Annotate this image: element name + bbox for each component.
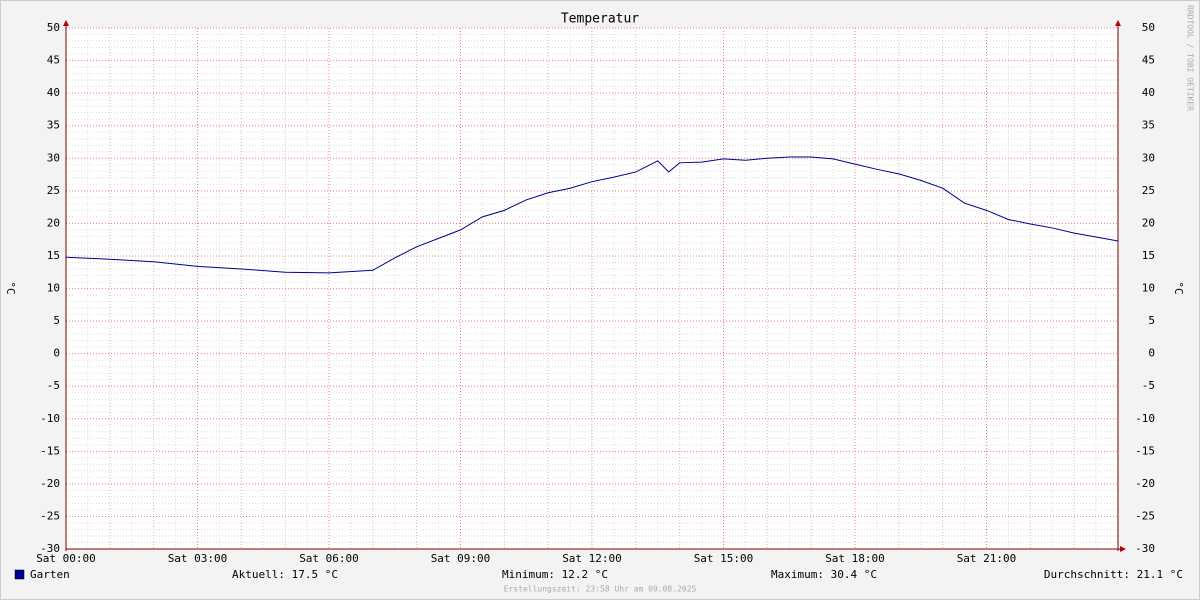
y-tick-label: 10 [47, 282, 60, 295]
y-tick-label: 25 [47, 184, 60, 197]
y2-tick-label: -30 [1135, 542, 1155, 555]
y-tick-label: 35 [47, 119, 60, 132]
y-tick-label: 40 [47, 86, 60, 99]
y2-tick-label: 45 [1142, 54, 1155, 67]
y2-tick-label: -25 [1135, 509, 1155, 522]
x-tick-label: Sat 21:00 [957, 552, 1017, 565]
y2-tick-label: 40 [1142, 86, 1155, 99]
x-tick-label: Sat 06:00 [299, 552, 359, 565]
y2-tick-label: 30 [1142, 151, 1155, 164]
y-tick-label: -10 [40, 412, 60, 425]
y-tick-label: 50 [47, 21, 60, 34]
y2-tick-label: 50 [1142, 21, 1155, 34]
line [65, 156, 1119, 274]
x-tick-label: Sat 15:00 [694, 552, 754, 565]
y-tick-label: -30 [40, 542, 60, 555]
y-tick-label: 30 [47, 151, 60, 164]
axis-arrow [63, 20, 69, 26]
y2-tick-label: -20 [1135, 477, 1155, 490]
y-tick-label: 0 [53, 347, 60, 360]
y-axis-label: °C [4, 281, 17, 294]
y2-tick-label: 25 [1142, 184, 1155, 197]
y-tick-label: 5 [53, 314, 60, 327]
y2-axis-label: °C [1172, 281, 1185, 294]
y-tick-label: -20 [40, 477, 60, 490]
y-tick-label: -25 [40, 509, 60, 522]
legend-swatch [14, 569, 25, 580]
axis-arrow [1115, 20, 1121, 26]
y2-tick-label: -15 [1135, 444, 1155, 457]
chart-title: Temperatur [561, 12, 639, 27]
x-tick-label: Sat 12:00 [562, 552, 622, 565]
y2-tick-label: 0 [1148, 347, 1155, 360]
y2-tick-label: -10 [1135, 412, 1155, 425]
x-tick-label: Sat 03:00 [168, 552, 228, 565]
y2-tick-label: 20 [1142, 216, 1155, 229]
y-tick-label: 15 [47, 249, 60, 262]
x-tick-label: Sat 18:00 [825, 552, 885, 565]
y-tick-label: -5 [47, 379, 60, 392]
legend-stat: Minimum: 12.2 °C [502, 568, 608, 581]
legend-label: Garten [30, 568, 70, 581]
watermark: RRDTOOL / TOBI OETIKER [1186, 5, 1195, 111]
footer: Erstellungszeit: 23:58 Uhr am 09.08.2025 [504, 585, 697, 594]
y2-tick-label: 35 [1142, 119, 1155, 132]
axis-arrow [1120, 546, 1126, 552]
y-tick-label: 20 [47, 216, 60, 229]
x-tick-label: Sat 09:00 [431, 552, 491, 565]
y2-tick-label: -5 [1142, 379, 1155, 392]
y2-tick-label: 10 [1142, 282, 1155, 295]
legend-stat: Maximum: 30.4 °C [771, 568, 877, 581]
y2-tick-label: 15 [1142, 249, 1155, 262]
y-tick-label: 45 [47, 54, 60, 67]
legend-stat: Aktuell: 17.5 °C [232, 568, 338, 581]
y2-tick-label: 5 [1148, 314, 1155, 327]
legend-stat: Durchschnitt: 21.1 °C [1044, 568, 1183, 581]
y-tick-label: -15 [40, 444, 60, 457]
x-tick-label: Sat 00:00 [36, 552, 96, 565]
